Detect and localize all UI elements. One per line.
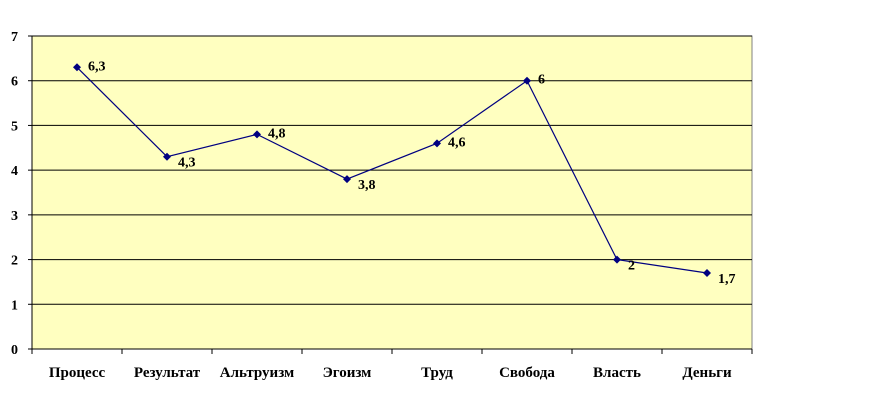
y-tick-label: 6 — [11, 75, 18, 90]
data-label: 3,8 — [358, 178, 376, 193]
series-line — [76, 66, 708, 274]
series-group: 6,3 4,3 4,8 3,8 4,6 6 2 1,7 — [73, 59, 736, 287]
x-tick-label: Эгоизм — [323, 365, 372, 381]
data-label: 6 — [538, 73, 545, 88]
y-tick-label: 4 — [11, 164, 18, 179]
data-label: 1,7 — [718, 272, 736, 287]
data-label: 6,3 — [88, 59, 106, 74]
axes — [28, 35, 753, 354]
x-tick-label: Результат — [134, 365, 201, 381]
data-label: 4,3 — [178, 156, 196, 171]
x-tick-label: Деньги — [682, 365, 732, 381]
y-tick-label: 7 — [11, 30, 18, 45]
x-tick-label: Власть — [593, 365, 641, 381]
x-tick-label: Альтруизм — [220, 365, 294, 381]
y-tick-label: 3 — [11, 209, 18, 224]
data-point — [703, 268, 711, 277]
x-tick-label: Процесс — [49, 365, 106, 381]
data-point — [613, 255, 621, 264]
data-point — [163, 152, 171, 161]
x-tick-label: Свобода — [499, 365, 555, 381]
data-label: 4,6 — [448, 135, 466, 150]
x-axis-ticks: Процесс Результат Альтруизм Эгоизм Труд Свобо… — [49, 365, 732, 381]
data-point — [433, 139, 441, 148]
data-point — [253, 130, 261, 139]
x-tick-label: Труд — [421, 365, 453, 381]
y-tick-label: 1 — [11, 298, 18, 313]
gridlines — [32, 35, 752, 305]
data-label: 2 — [628, 259, 635, 274]
y-tick-label: 5 — [11, 119, 18, 134]
y-tick-label: 2 — [11, 254, 18, 269]
data-point — [343, 175, 351, 184]
data-label: 4,8 — [268, 126, 286, 141]
data-point — [523, 76, 531, 85]
plot-area — [31, 35, 753, 350]
data-point — [73, 63, 81, 72]
y-axis-ticks: 0 1 2 3 4 5 6 7 — [11, 30, 18, 358]
y-tick-label: 0 — [11, 343, 18, 358]
